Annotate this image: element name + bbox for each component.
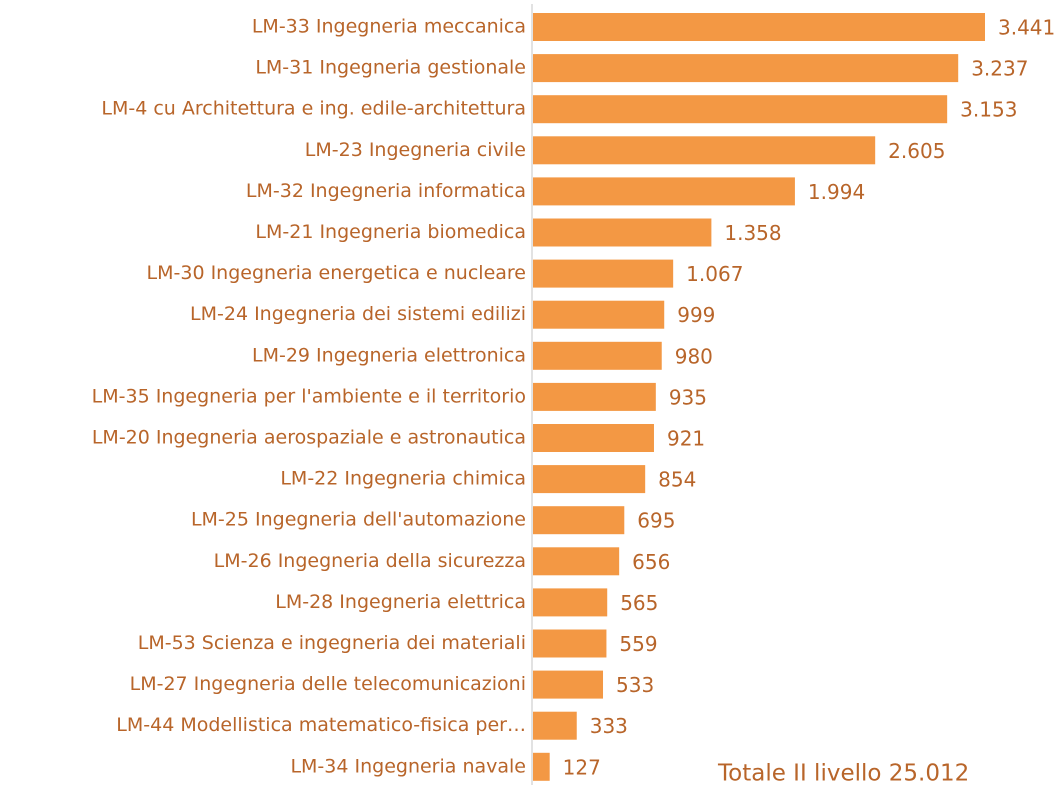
value-label: 656 xyxy=(632,550,670,574)
value-label: 559 xyxy=(619,632,657,656)
bar xyxy=(533,670,604,699)
value-label: 127 xyxy=(563,755,601,779)
value-label: 1.358 xyxy=(724,221,781,245)
category-label: LM-53 Scienza e ingegneria dei materiali xyxy=(138,632,526,654)
bar xyxy=(533,588,608,617)
category-label: LM-21 Ingegneria biomedica xyxy=(255,221,526,243)
value-label: 533 xyxy=(616,673,654,697)
category-label: LM-26 Ingegneria della sicurezza xyxy=(214,550,526,572)
category-label: LM-31 Ingegneria gestionale xyxy=(255,57,526,79)
category-label: LM-44 Modellistica matematico-fisica per… xyxy=(116,714,526,736)
category-label: LM-22 Ingegneria chimica xyxy=(280,468,526,490)
category-label: LM-35 Ingegneria per l'ambiente e il ter… xyxy=(92,385,526,407)
bar xyxy=(533,54,959,83)
bar xyxy=(533,711,577,740)
value-label: 1.994 xyxy=(808,180,865,204)
category-label: LM-28 Ingegneria elettrica xyxy=(275,591,526,613)
category-label: LM-4 cu Architettura e ing. edile-archit… xyxy=(101,98,526,120)
category-label: LM-32 Ingegneria informatica xyxy=(246,180,526,202)
category-label: LM-27 Ingegneria delle telecomunicazioni xyxy=(130,673,526,695)
bar xyxy=(533,259,674,288)
category-label: LM-23 Ingegneria civile xyxy=(305,139,526,161)
annotation: Totale II livello 25.012 xyxy=(717,761,969,785)
bar xyxy=(533,506,625,535)
value-label: 333 xyxy=(590,714,628,738)
value-label: 980 xyxy=(675,344,713,368)
bar xyxy=(533,382,656,411)
value-label: 935 xyxy=(669,385,707,409)
bar xyxy=(533,177,795,206)
category-label: LM-29 Ingegneria elettronica xyxy=(252,344,526,366)
category-label: LM-34 Ingegneria navale xyxy=(290,755,526,777)
value-label: 921 xyxy=(667,427,705,451)
value-label: 2.605 xyxy=(888,139,945,163)
bar xyxy=(533,547,620,576)
bar xyxy=(533,136,876,165)
value-label: 565 xyxy=(620,591,658,615)
value-label: 854 xyxy=(658,468,696,492)
bar xyxy=(533,341,662,370)
category-label: LM-33 Ingegneria meccanica xyxy=(252,16,526,38)
value-label: 695 xyxy=(637,509,675,533)
bar xyxy=(533,465,646,494)
value-label: 3.237 xyxy=(971,57,1028,81)
bar xyxy=(533,300,665,329)
bar xyxy=(533,629,607,658)
bar xyxy=(533,218,712,247)
value-label: 1.067 xyxy=(686,262,743,286)
value-label: 999 xyxy=(677,303,715,327)
category-label: LM-30 Ingegneria energetica e nucleare xyxy=(147,262,526,284)
category-label: LM-20 Ingegneria aerospaziale e astronau… xyxy=(92,427,526,449)
category-label: LM-25 Ingegneria dell'automazione xyxy=(191,509,526,531)
bar xyxy=(533,424,654,452)
bar xyxy=(533,752,550,781)
bar xyxy=(533,95,948,124)
bar xyxy=(533,13,985,41)
value-label: 3.441 xyxy=(998,16,1055,40)
category-label: LM-24 Ingegneria dei sistemi edilizi xyxy=(190,303,526,325)
value-label: 3.153 xyxy=(960,98,1017,122)
